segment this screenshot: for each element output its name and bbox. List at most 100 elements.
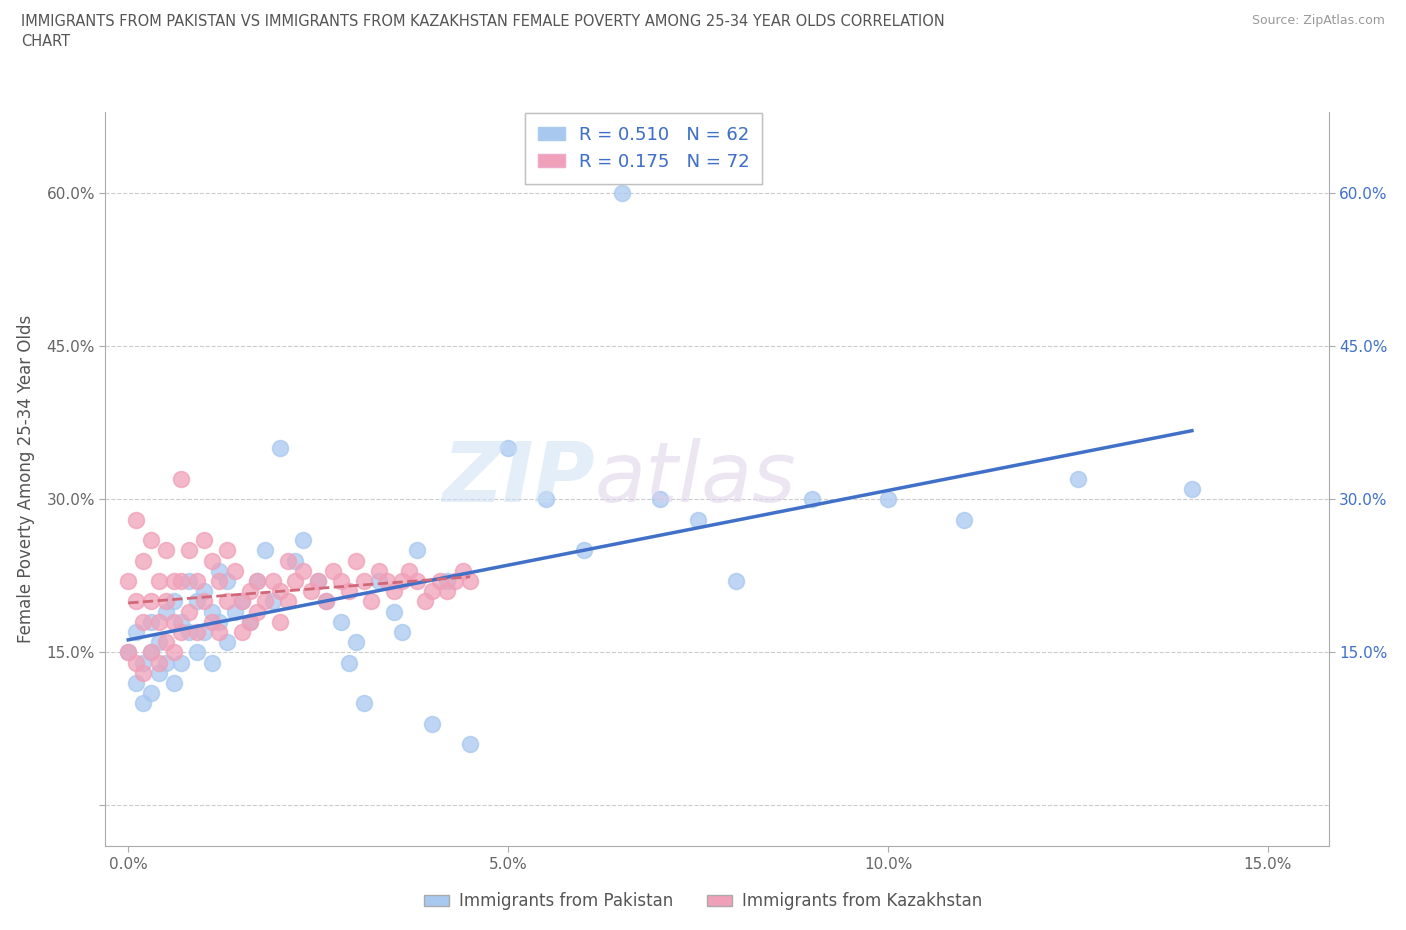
- Point: [170, 615, 193, 630]
- Point: [201, 553, 224, 568]
- Point: [224, 604, 246, 619]
- Point: [246, 604, 269, 619]
- Point: [170, 574, 193, 589]
- Point: [132, 665, 155, 680]
- Point: [117, 645, 139, 660]
- Text: Source: ZipAtlas.com: Source: ZipAtlas.com: [1251, 14, 1385, 27]
- Point: [436, 574, 458, 589]
- Point: [330, 615, 353, 630]
- Point: [125, 675, 148, 690]
- Point: [201, 615, 224, 630]
- Point: [801, 492, 824, 507]
- Point: [344, 553, 367, 568]
- Point: [429, 574, 451, 589]
- Point: [610, 186, 633, 201]
- Point: [368, 564, 391, 578]
- Point: [139, 685, 162, 700]
- Point: [148, 656, 170, 671]
- Point: [139, 645, 162, 660]
- Point: [368, 574, 391, 589]
- Point: [117, 574, 139, 589]
- Point: [215, 543, 238, 558]
- Point: [353, 696, 375, 711]
- Point: [163, 594, 186, 609]
- Point: [307, 574, 329, 589]
- Point: [132, 615, 155, 630]
- Point: [132, 696, 155, 711]
- Point: [277, 553, 299, 568]
- Point: [337, 584, 360, 599]
- Point: [1067, 472, 1090, 486]
- Legend: R = 0.510   N = 62, R = 0.175   N = 72: R = 0.510 N = 62, R = 0.175 N = 72: [524, 113, 762, 183]
- Point: [253, 543, 276, 558]
- Point: [148, 635, 170, 650]
- Point: [193, 584, 215, 599]
- Point: [208, 564, 231, 578]
- Point: [139, 533, 162, 548]
- Point: [291, 533, 314, 548]
- Point: [315, 594, 337, 609]
- Point: [186, 645, 208, 660]
- Point: [375, 574, 398, 589]
- Point: [208, 625, 231, 640]
- Point: [246, 574, 269, 589]
- Point: [360, 594, 382, 609]
- Point: [307, 574, 329, 589]
- Point: [177, 625, 200, 640]
- Point: [155, 656, 177, 671]
- Point: [132, 656, 155, 671]
- Point: [208, 615, 231, 630]
- Point: [458, 574, 481, 589]
- Point: [253, 594, 276, 609]
- Point: [170, 625, 193, 640]
- Point: [277, 594, 299, 609]
- Point: [725, 574, 748, 589]
- Point: [1181, 482, 1204, 497]
- Point: [193, 625, 215, 640]
- Point: [953, 512, 976, 527]
- Point: [262, 594, 284, 609]
- Point: [246, 574, 269, 589]
- Point: [177, 574, 200, 589]
- Point: [444, 574, 467, 589]
- Point: [193, 533, 215, 548]
- Point: [208, 574, 231, 589]
- Point: [686, 512, 709, 527]
- Text: ZIP: ZIP: [441, 438, 595, 520]
- Point: [186, 625, 208, 640]
- Point: [201, 604, 224, 619]
- Point: [193, 594, 215, 609]
- Point: [534, 492, 557, 507]
- Point: [406, 574, 429, 589]
- Point: [186, 574, 208, 589]
- Point: [239, 615, 262, 630]
- Point: [330, 574, 353, 589]
- Point: [132, 553, 155, 568]
- Point: [177, 604, 200, 619]
- Point: [215, 635, 238, 650]
- Text: atlas: atlas: [595, 438, 796, 520]
- Point: [496, 441, 519, 456]
- Point: [284, 574, 307, 589]
- Point: [398, 564, 420, 578]
- Point: [572, 543, 595, 558]
- Point: [877, 492, 900, 507]
- Point: [170, 656, 193, 671]
- Point: [436, 584, 458, 599]
- Point: [284, 553, 307, 568]
- Point: [215, 574, 238, 589]
- Point: [420, 584, 443, 599]
- Point: [413, 594, 436, 609]
- Point: [163, 574, 186, 589]
- Point: [337, 656, 360, 671]
- Point: [269, 615, 291, 630]
- Point: [155, 594, 177, 609]
- Point: [451, 564, 474, 578]
- Point: [458, 737, 481, 751]
- Point: [163, 675, 186, 690]
- Point: [648, 492, 671, 507]
- Point: [231, 594, 253, 609]
- Point: [148, 574, 170, 589]
- Point: [353, 574, 375, 589]
- Point: [148, 665, 170, 680]
